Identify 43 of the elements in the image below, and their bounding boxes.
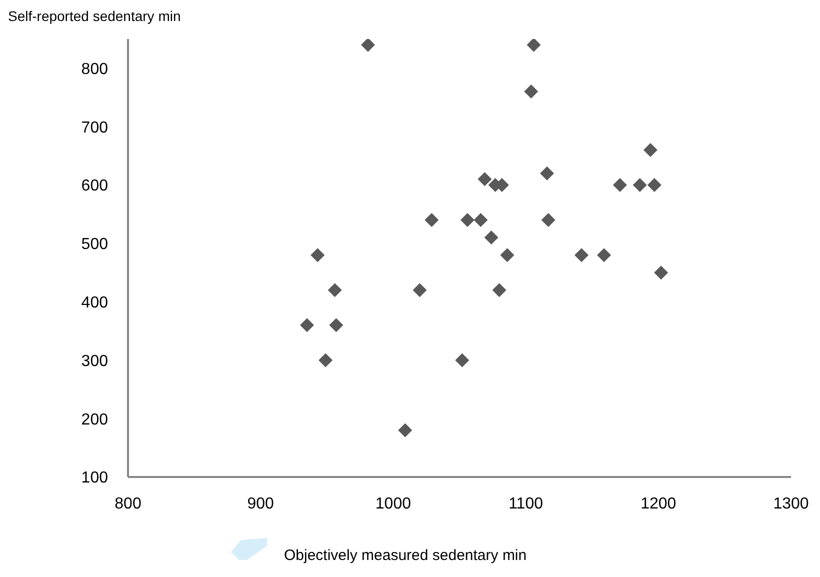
y-axis-title: Self-reported sedentary min	[8, 8, 181, 24]
y-tick-label: 800	[81, 60, 108, 78]
point	[526, 39, 541, 52]
point	[574, 248, 588, 262]
point	[541, 213, 556, 228]
point	[460, 213, 474, 228]
x-tick-label: 1200	[640, 495, 676, 512]
point	[643, 142, 658, 157]
y-tick-label: 500	[81, 236, 108, 254]
point	[654, 266, 668, 280]
point	[540, 166, 554, 180]
point	[474, 213, 488, 228]
x-tick-label: 1100	[508, 495, 544, 512]
point	[300, 318, 314, 332]
point	[329, 318, 344, 332]
point	[310, 248, 325, 262]
y-tick-label: 100	[81, 470, 108, 487]
y-tick-label: 200	[81, 411, 108, 428]
y-tick-label: 300	[81, 352, 108, 370]
point	[492, 283, 506, 298]
y-tick-label: 400	[81, 294, 108, 312]
x-tick-label: 800	[114, 495, 142, 512]
point	[318, 353, 333, 368]
point	[612, 178, 627, 192]
point	[398, 423, 412, 438]
point	[524, 84, 538, 99]
point	[484, 230, 498, 245]
point	[361, 39, 376, 52]
point	[424, 213, 439, 228]
y-tick-label: 600	[81, 178, 108, 195]
point	[455, 353, 470, 368]
x-tick-label: 1000	[375, 495, 412, 512]
x-tick-label: 1300	[773, 495, 809, 512]
point	[597, 248, 612, 262]
point	[632, 178, 647, 192]
point	[478, 172, 492, 186]
point	[500, 248, 514, 262]
x-axis-title: Objectively measured sedentary min	[284, 547, 527, 564]
point	[328, 283, 342, 298]
point	[647, 178, 662, 192]
x-tick-label: 900	[247, 495, 274, 512]
y-tick-label: 700	[81, 119, 108, 136]
point	[412, 283, 427, 298]
